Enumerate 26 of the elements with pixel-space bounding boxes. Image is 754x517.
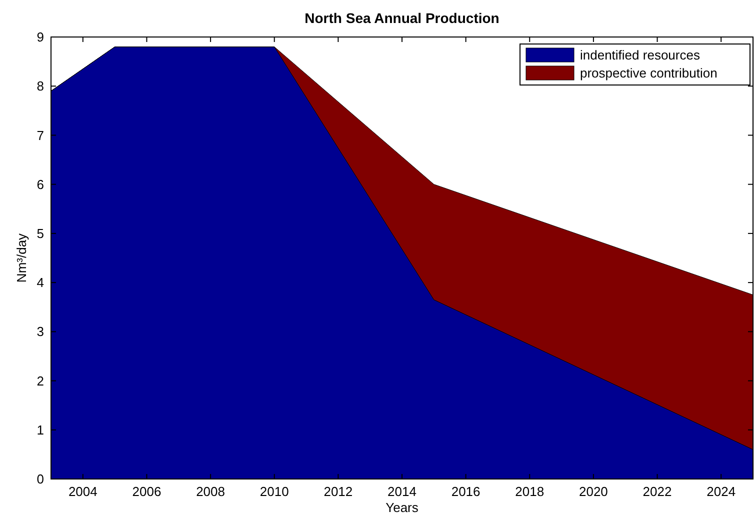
x-axis-title: Years bbox=[386, 500, 419, 515]
y-tick-label: 4 bbox=[36, 275, 44, 290]
x-tick-label: 2006 bbox=[132, 484, 162, 499]
x-tick-label: 2024 bbox=[706, 484, 736, 499]
chart-title: North Sea Annual Production bbox=[304, 10, 500, 26]
x-tick-label: 2004 bbox=[68, 484, 98, 499]
x-tick-label: 2014 bbox=[388, 484, 416, 499]
y-tick-label: 3 bbox=[36, 324, 44, 340]
x-tick-label: 2010 bbox=[260, 484, 289, 499]
x-tick-label: 2020 bbox=[578, 484, 608, 499]
y-tick-label: 6 bbox=[36, 176, 44, 192]
x-tick-label: 2008 bbox=[196, 484, 226, 499]
x-tick-label: 2018 bbox=[515, 484, 544, 499]
x-tick-label: 2016 bbox=[451, 484, 480, 499]
legend-label: prospective contribution bbox=[580, 66, 718, 81]
y-tick-label: 0 bbox=[36, 472, 44, 487]
y-tick-label: 8 bbox=[36, 78, 44, 94]
x-tick-label: 2012 bbox=[324, 484, 353, 499]
legend-label: indentified resources bbox=[580, 48, 700, 63]
y-tick-label: 2 bbox=[36, 373, 44, 388]
x-tick-label: 2022 bbox=[642, 484, 672, 499]
y-tick-label: 5 bbox=[36, 226, 44, 241]
y-tick-label: 7 bbox=[36, 128, 44, 143]
y-tick-label: 1 bbox=[36, 422, 44, 438]
y-tick-label: 9 bbox=[36, 30, 44, 45]
y-axis-title: Nm³/day bbox=[14, 232, 29, 283]
